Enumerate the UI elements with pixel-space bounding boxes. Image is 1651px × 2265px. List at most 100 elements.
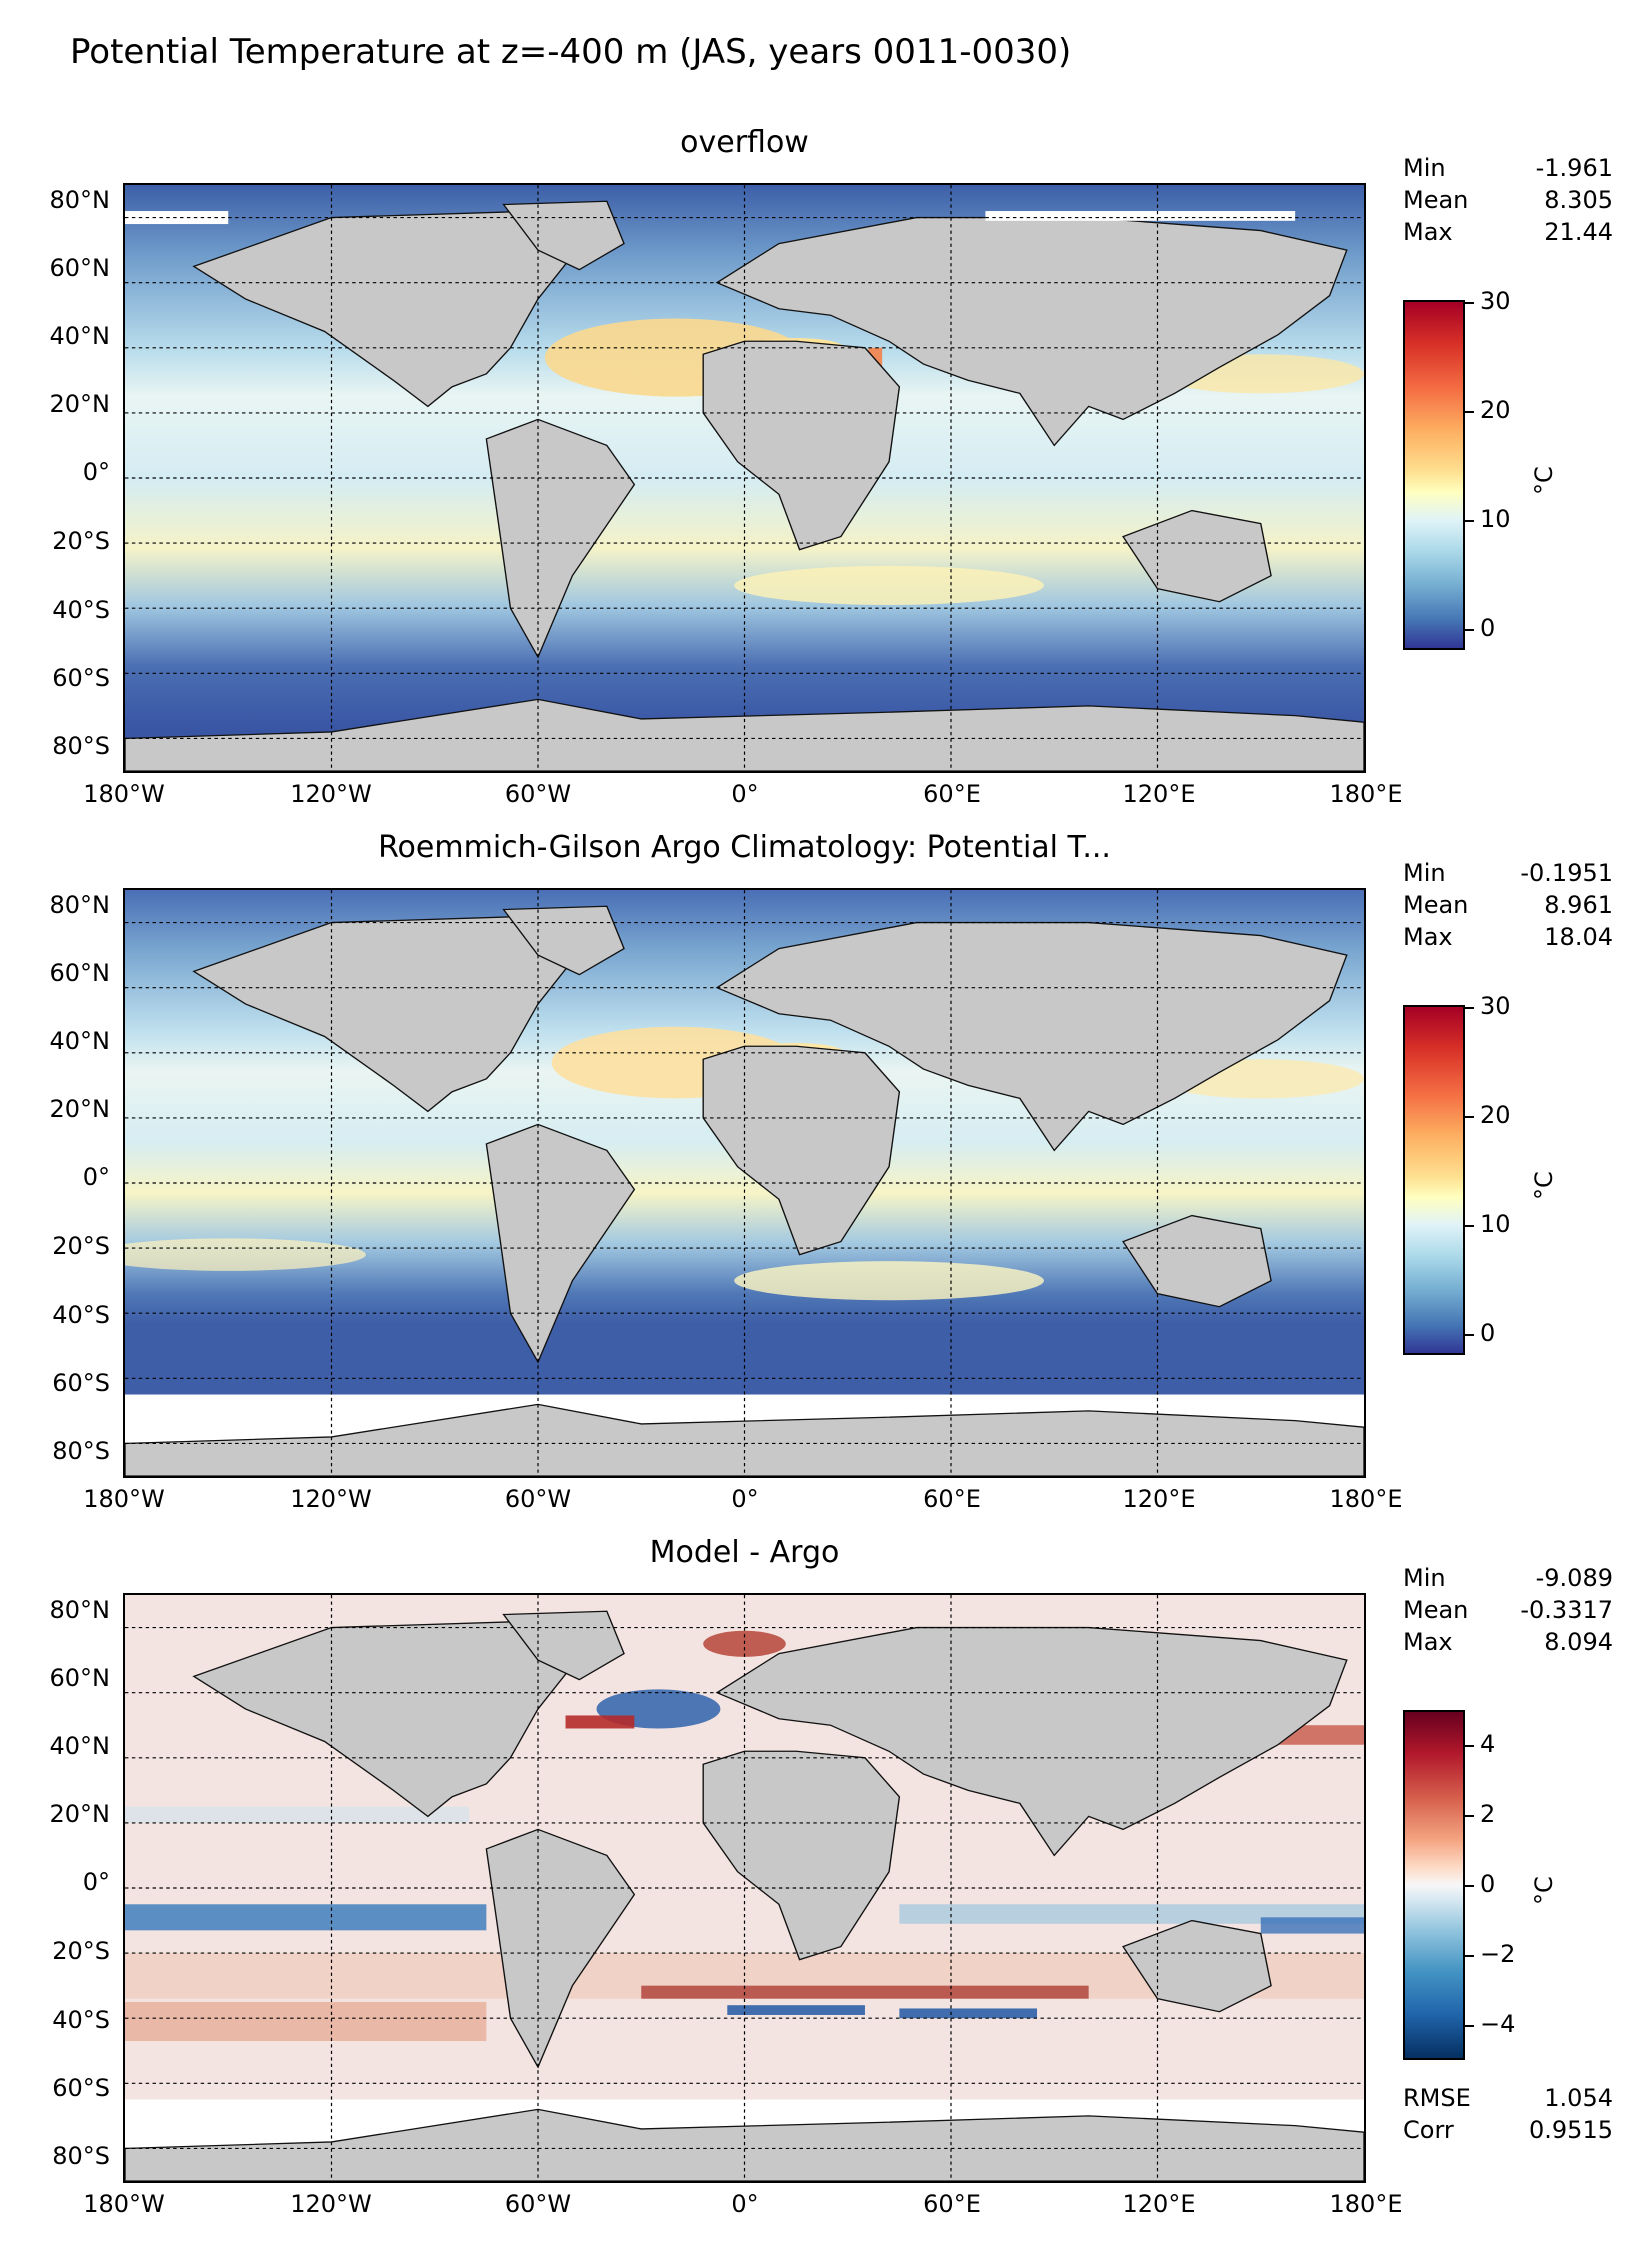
colorbar-tick: −4 — [1480, 2010, 1516, 2038]
colorbar-tickmark — [1465, 1885, 1474, 1887]
lon-label: 180°E — [1329, 1485, 1403, 1513]
lon-label: 180°W — [83, 2190, 165, 2218]
colorbar — [1403, 1710, 1465, 2060]
colorbar-tickmark — [1465, 1225, 1474, 1227]
lat-label: 20°S — [52, 1937, 110, 1965]
colorbar-tick: 10 — [1480, 1210, 1511, 1238]
panel-title: overflow — [680, 125, 809, 160]
lat-label: 80°S — [52, 732, 110, 760]
stat-value: 1.054 — [1544, 2084, 1613, 2112]
stat-label: Max — [1403, 1628, 1453, 1656]
lon-label: 180°W — [83, 780, 165, 808]
colorbar-unit: °C — [1530, 466, 1558, 495]
stat-value: -0.3317 — [1520, 1596, 1613, 1624]
stats-box: Min -0.1951 Mean 8.961 Max 18.04 — [1403, 857, 1613, 953]
lon-label: 60°E — [923, 780, 981, 808]
stat-value: -0.1951 — [1520, 859, 1613, 887]
colorbar-unit: °C — [1530, 1171, 1558, 1200]
gridlines — [125, 185, 1364, 771]
lon-label: 120°W — [290, 1485, 372, 1513]
lon-label: 60°W — [504, 1485, 572, 1513]
colorbar-tick: 20 — [1480, 396, 1511, 424]
lon-label: 60°E — [923, 2190, 981, 2218]
land-masses — [125, 1610, 1364, 2181]
map-bias-svg — [125, 1595, 1364, 2181]
stat-label: RMSE — [1403, 2084, 1471, 2112]
colorbar-tick: 0 — [1480, 1319, 1496, 1347]
colorbar-tickmark — [1465, 520, 1474, 522]
colorbar-tickmark — [1465, 1007, 1474, 1009]
warm-anomaly — [734, 565, 1044, 605]
lon-label: 60°W — [504, 2190, 572, 2218]
colorbar-tick: 0 — [1480, 1870, 1496, 1898]
colorbar-tick: 0 — [1480, 614, 1496, 642]
stat-label: Mean — [1403, 186, 1469, 214]
stat-value: 8.305 — [1544, 186, 1613, 214]
warm-anomaly — [125, 1238, 366, 1271]
colorbar-tickmark — [1465, 1745, 1474, 1747]
lon-label: 180°E — [1329, 2190, 1403, 2218]
stat-value: 8.094 — [1544, 1628, 1613, 1656]
lat-label: 40°N — [49, 1027, 111, 1055]
stat-value: 0.9515 — [1529, 2116, 1613, 2144]
lat-label: 20°N — [49, 1800, 111, 1828]
colorbar-tickmark — [1465, 2025, 1474, 2027]
map-model — [123, 183, 1366, 773]
colorbar-unit: °C — [1530, 1876, 1558, 1905]
panel-title: Model - Argo — [649, 1535, 840, 1570]
lon-label: 60°E — [923, 1485, 981, 1513]
lat-label: 80°N — [49, 1596, 111, 1624]
error-stats-box: RMSE 1.054 Corr 0.9515 — [1403, 2082, 1613, 2146]
colorbar — [1403, 300, 1465, 650]
lat-label: 40°N — [49, 322, 111, 350]
colorbar-tick: 2 — [1480, 1800, 1496, 1828]
colorbar-tickmark — [1465, 411, 1474, 413]
land-masses — [125, 200, 1364, 771]
stat-label: Min — [1403, 1564, 1446, 1592]
lon-label: 120°W — [290, 2190, 372, 2218]
colorbar — [1403, 1005, 1465, 1355]
stat-label: Corr — [1403, 2116, 1454, 2144]
colorbar-tickmark — [1465, 1815, 1474, 1817]
gridlines — [125, 1595, 1364, 2181]
gridlines — [125, 890, 1364, 1476]
colorbar-tick: 4 — [1480, 1730, 1496, 1758]
lat-label: 80°N — [49, 891, 111, 919]
stats-box: Min -1.961 Mean 8.305 Max 21.44 — [1403, 152, 1613, 248]
map-bias — [123, 1593, 1366, 2183]
stats-box: Min -9.089 Mean -0.3317 Max 8.094 — [1403, 1562, 1613, 1658]
lon-label: 180°W — [83, 1485, 165, 1513]
lon-label: 120°W — [290, 780, 372, 808]
lon-label: 0° — [731, 2190, 759, 2218]
lat-label: 60°S — [52, 664, 110, 692]
map-model-svg — [125, 185, 1364, 771]
colorbar-tick: 20 — [1480, 1101, 1511, 1129]
stat-value: 21.44 — [1544, 218, 1613, 246]
lon-label: 60°W — [504, 780, 572, 808]
lon-label: 0° — [731, 1485, 759, 1513]
colorbar-tickmark — [1465, 1334, 1474, 1336]
lat-label: 80°S — [52, 2142, 110, 2170]
lat-label: 40°S — [52, 2006, 110, 2034]
lon-label: 120°E — [1122, 1485, 1196, 1513]
figure-title: Potential Temperature at z=-400 m (JAS, … — [70, 32, 1072, 72]
lat-label: 20°S — [52, 527, 110, 555]
lat-label: 40°S — [52, 596, 110, 624]
map-argo-svg — [125, 890, 1364, 1476]
lat-label: 20°S — [52, 1232, 110, 1260]
stat-label: Min — [1403, 859, 1446, 887]
stat-label: Mean — [1403, 891, 1469, 919]
stat-value: 8.961 — [1544, 891, 1613, 919]
colorbar-tickmark — [1465, 1116, 1474, 1118]
lat-label: 60°S — [52, 1369, 110, 1397]
map-argo — [123, 888, 1366, 1478]
lat-label: 20°N — [49, 1095, 111, 1123]
lat-label: 80°S — [52, 1437, 110, 1465]
stat-label: Min — [1403, 154, 1446, 182]
colorbar-tick: 10 — [1480, 505, 1511, 533]
lat-label: 40°S — [52, 1301, 110, 1329]
lon-label: 180°E — [1329, 780, 1403, 808]
stat-value: 18.04 — [1544, 923, 1613, 951]
lon-label: 120°E — [1122, 2190, 1196, 2218]
colorbar-tickmark — [1465, 1955, 1474, 1957]
